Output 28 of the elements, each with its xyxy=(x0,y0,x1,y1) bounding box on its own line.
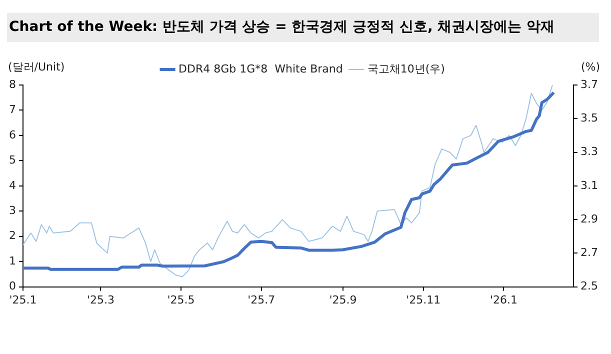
y-tick-label: 5 xyxy=(9,154,16,167)
y-tick-label: 2 xyxy=(9,229,16,242)
y-tick-label: 8 xyxy=(9,78,16,91)
x-tick-label: '25.11 xyxy=(406,293,441,306)
x-tick-label: '26.1 xyxy=(490,293,518,306)
y2-tick-label: 2.9 xyxy=(580,212,598,226)
y-tick-label: 1 xyxy=(9,254,16,268)
y2-tick-label: 3.3 xyxy=(580,145,598,158)
y2-tick-label: 2.7 xyxy=(580,246,598,260)
legend-label: 국고채10년(우) xyxy=(367,62,445,76)
y2-axis-title: (%) xyxy=(580,60,600,74)
legend-label: DDR4 8Gb 1G*8 White Brand xyxy=(178,62,343,76)
x-tick-label: '25.7 xyxy=(248,293,276,306)
chart-title: Chart of the Week: 반도체 가격 상승 = 한국경제 긍정적 신호, 채권시장에는 악재 xyxy=(7,13,599,42)
y2-tick-label: 3.5 xyxy=(580,111,598,124)
y2-tick-label: 2.5 xyxy=(580,280,598,293)
x-tick-label: '25.1 xyxy=(9,293,37,306)
x-tick-label: '25.9 xyxy=(329,293,357,306)
y-tick-label: 0 xyxy=(9,280,16,293)
y-tick-label: 7 xyxy=(9,103,16,116)
y-axis-title: (달러/Unit) xyxy=(8,60,65,74)
y-tick-label: 4 xyxy=(9,178,16,192)
y-tick-label: 6 xyxy=(9,128,16,142)
y2-tick-label: 3.7 xyxy=(580,78,598,91)
x-tick-label: '25.3 xyxy=(86,293,114,306)
y2-tick-label: 3.1 xyxy=(580,178,598,192)
x-tick-label: '25.5 xyxy=(167,293,195,306)
y-tick-label: 3 xyxy=(9,204,16,217)
